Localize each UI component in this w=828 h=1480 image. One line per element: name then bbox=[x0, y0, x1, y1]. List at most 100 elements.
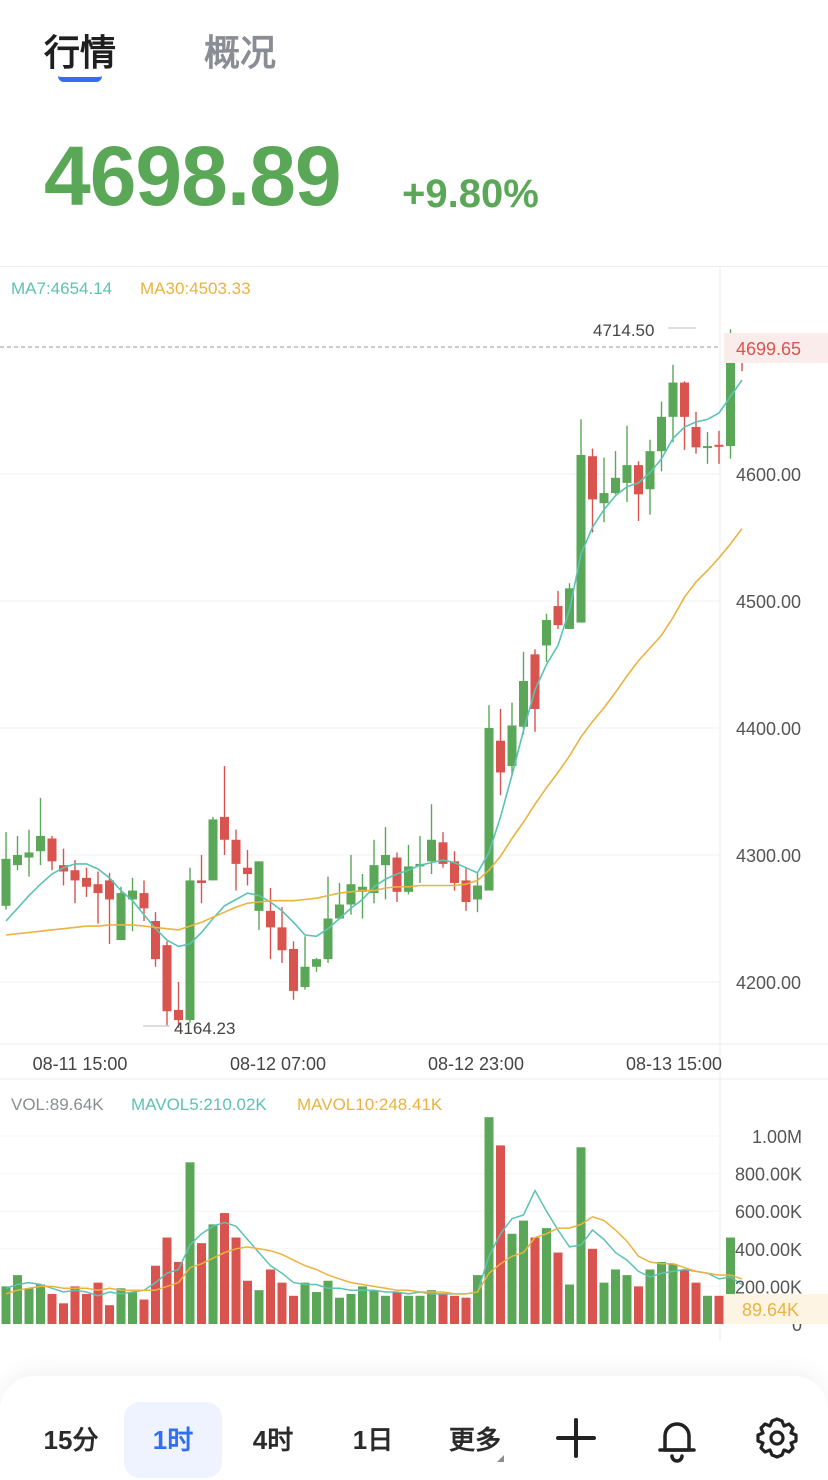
candle-body bbox=[197, 880, 206, 883]
ma7-line bbox=[5, 379, 743, 948]
volume-bar bbox=[1, 1286, 11, 1324]
volume-bar bbox=[657, 1261, 666, 1324]
timeframe-1h-button[interactable]: 1时 bbox=[124, 1402, 222, 1478]
candle-body bbox=[680, 382, 689, 417]
volume-bar bbox=[139, 1299, 149, 1324]
volume-bar bbox=[450, 1295, 459, 1324]
volume-bar bbox=[162, 1237, 172, 1324]
volume-bar bbox=[484, 1117, 494, 1324]
volume-bar bbox=[645, 1269, 655, 1324]
timeframe-15m-button[interactable]: 15分 bbox=[43, 1425, 99, 1455]
volume-tick-label: 800.00K bbox=[735, 1165, 802, 1185]
volume-bars bbox=[1, 1117, 747, 1324]
candle-body bbox=[588, 456, 597, 500]
price-tick-label: 4300.00 bbox=[736, 846, 801, 866]
volume-bar bbox=[312, 1292, 321, 1324]
price-change-percent: +9.80% bbox=[402, 172, 539, 216]
volume-bar bbox=[599, 1282, 609, 1324]
mavol5-line bbox=[5, 1188, 743, 1297]
volume-bar bbox=[369, 1290, 379, 1324]
candle-body bbox=[220, 816, 229, 840]
candle-body bbox=[24, 852, 34, 858]
volume-bar bbox=[576, 1147, 586, 1324]
more-timeframes-button[interactable]: 更多 bbox=[428, 1402, 522, 1478]
tab-overview[interactable]: 概况 bbox=[204, 32, 277, 73]
candle-body bbox=[553, 606, 563, 626]
candle-body bbox=[174, 1009, 183, 1021]
settings-icon[interactable] bbox=[745, 1406, 809, 1470]
plus-icon[interactable] bbox=[544, 1406, 608, 1470]
candle-body bbox=[208, 819, 218, 881]
candles bbox=[1, 329, 747, 1028]
mavol5-legend: MAVOL5:210.02K bbox=[131, 1095, 267, 1114]
candle-body bbox=[668, 382, 678, 417]
kline-chart[interactable]: MA7:4654.14 MA30:4503.33 4699.65 4714.50… bbox=[0, 266, 828, 1346]
volume-bar bbox=[668, 1263, 678, 1324]
volume-bar bbox=[461, 1297, 471, 1324]
volume-bar bbox=[24, 1288, 34, 1324]
volume-tick-label: 0 bbox=[792, 1315, 802, 1335]
candle-body bbox=[427, 839, 436, 862]
volume-bar bbox=[289, 1295, 298, 1324]
high-marker-label: 4714.50 bbox=[593, 321, 654, 340]
volume-bar bbox=[197, 1243, 206, 1324]
time-tick-label: 08-11 15:00 bbox=[33, 1054, 128, 1074]
volume-bar bbox=[277, 1282, 287, 1324]
volume-bar bbox=[13, 1275, 22, 1324]
volume-bar bbox=[346, 1293, 356, 1324]
volume-bar bbox=[254, 1290, 264, 1324]
candle-body bbox=[461, 880, 471, 902]
candle-body bbox=[323, 918, 333, 960]
mavol10-line bbox=[5, 1215, 743, 1295]
candle-body bbox=[335, 904, 344, 919]
candle-body bbox=[691, 427, 701, 448]
volume-bar bbox=[530, 1237, 540, 1324]
volume-bar bbox=[116, 1288, 126, 1324]
current-price-label: 4699.65 bbox=[736, 339, 801, 359]
volume-tick-label: 200.00K bbox=[735, 1277, 802, 1297]
volume-bar bbox=[105, 1305, 114, 1324]
candle-body bbox=[105, 880, 114, 900]
volume-bar bbox=[588, 1248, 597, 1324]
candle-body bbox=[438, 842, 448, 864]
volume-bar bbox=[93, 1282, 103, 1324]
candle-body bbox=[162, 945, 172, 1012]
candle-body bbox=[726, 340, 735, 447]
ma30-line bbox=[5, 528, 743, 936]
candle-body bbox=[496, 740, 505, 773]
time-tick-label: 08-12 07:00 bbox=[230, 1054, 326, 1074]
volume-bar bbox=[634, 1286, 643, 1324]
volume-bar bbox=[36, 1284, 45, 1324]
active-tab-indicator bbox=[58, 76, 102, 82]
candle-body bbox=[703, 446, 712, 449]
bottom-toolbar: 15分 1时 4时 1日 更多 bbox=[0, 1376, 828, 1480]
candle-body bbox=[358, 886, 367, 892]
volume-bar bbox=[231, 1237, 241, 1324]
price-tick-label: 4200.00 bbox=[736, 973, 801, 993]
candle-body bbox=[289, 948, 298, 991]
candle-body bbox=[185, 880, 195, 1021]
current-volume-label: 89.64K bbox=[742, 1300, 799, 1320]
price-tick-label: 4600.00 bbox=[736, 465, 801, 485]
volume-bar bbox=[82, 1293, 91, 1324]
timeframe-1d-button[interactable]: 1日 bbox=[352, 1425, 394, 1455]
candle-body bbox=[634, 465, 643, 495]
timeframe-4h-button[interactable]: 4时 bbox=[252, 1425, 294, 1455]
volume-bar bbox=[519, 1220, 528, 1324]
volume-bar bbox=[174, 1261, 183, 1324]
volume-bar bbox=[507, 1233, 517, 1324]
volume-bar bbox=[128, 1292, 137, 1324]
candle-body bbox=[277, 927, 287, 951]
volume-bar bbox=[703, 1295, 712, 1324]
mavol10-legend: MAVOL10:248.41K bbox=[297, 1095, 443, 1114]
candle-body bbox=[70, 870, 80, 881]
volume-bar bbox=[208, 1224, 218, 1324]
volume-bar bbox=[266, 1269, 275, 1324]
bell-icon[interactable] bbox=[645, 1406, 709, 1470]
candle-body bbox=[36, 835, 45, 852]
tab-market[interactable]: 行情 bbox=[44, 32, 117, 73]
volume-bar bbox=[300, 1282, 310, 1324]
candle-body bbox=[254, 861, 264, 911]
volume-bar bbox=[473, 1275, 482, 1324]
candle-body bbox=[128, 890, 137, 900]
